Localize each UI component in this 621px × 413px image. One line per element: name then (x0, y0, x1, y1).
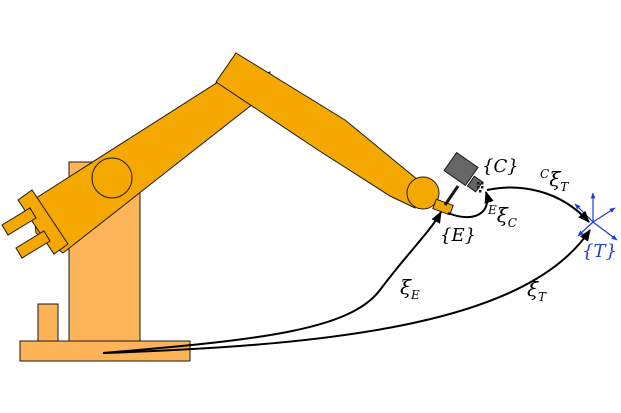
camera-body (443, 151, 479, 187)
camera-frame-label: {C} (482, 156, 519, 177)
xi-ec-label: EξC (487, 203, 517, 230)
forearm (215, 52, 454, 216)
xi-e-label: ξE (400, 275, 420, 302)
mount-tab-lower (15, 230, 51, 259)
camera-lens-grid (477, 182, 484, 193)
target-frame-label: {T} (582, 241, 617, 262)
arrow-base-to-effector (102, 210, 442, 354)
camera-mount (443, 185, 460, 206)
base-post (37, 303, 59, 342)
mount-tab-upper (1, 207, 37, 236)
camera-icon (443, 151, 484, 206)
xi-ct-label: CξT (540, 167, 569, 194)
end-effector-flange (432, 198, 454, 216)
arrow-effector-to-camera (447, 190, 494, 219)
shoulder-joint (91, 157, 133, 199)
xi-t-label: ξT (527, 277, 547, 304)
arrow-camera-to-target (486, 186, 590, 223)
wrist-joint (406, 176, 440, 210)
arrow-base-to-target (102, 229, 591, 354)
transform-arrows (102, 186, 591, 354)
shoulder-mount (1, 189, 69, 259)
forearm-link (215, 52, 419, 209)
coordinate-axes-icon (574, 192, 618, 241)
effector-frame-label: {E} (440, 225, 476, 246)
